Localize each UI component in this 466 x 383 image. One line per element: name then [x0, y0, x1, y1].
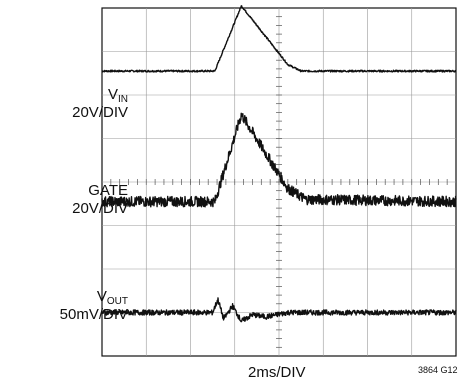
- vout-label: VOUT 50mV/DIV: [59, 288, 128, 323]
- vout-scale: 50mV/DIV: [59, 306, 128, 323]
- trace-vin: [101, 5, 457, 73]
- scope-traces: [101, 5, 457, 323]
- time-division-label: 2ms/DIV: [248, 364, 306, 381]
- figure-id: 3864 G12: [418, 365, 458, 375]
- gate-scale: 20V/DIV: [72, 200, 128, 217]
- vin-scale: 20V/DIV: [72, 104, 128, 121]
- vin-label: VIN 20V/DIV: [72, 86, 128, 121]
- trace-gate: [101, 112, 457, 208]
- trace-vout: [101, 297, 457, 323]
- gate-label: GATE 20V/DIV: [72, 182, 128, 218]
- gate-name: GATE: [88, 182, 128, 199]
- scope-grid: [101, 7, 457, 357]
